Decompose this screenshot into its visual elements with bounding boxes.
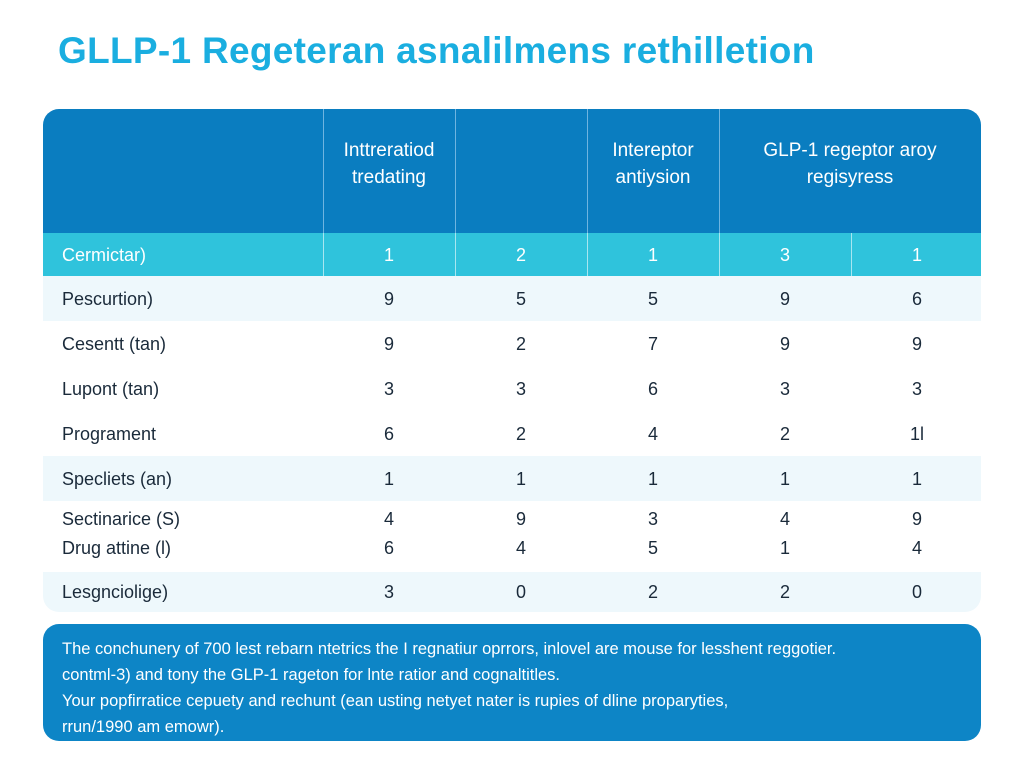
row-label: Drug attine (l) <box>62 538 172 558</box>
column-header: GLP-1 regeptor aroy regisyress <box>763 140 937 188</box>
table-cell: 5 <box>647 288 658 309</box>
table-cell: 9 <box>911 509 922 529</box>
page-title: GLLP-1 Regeteran asnalilmens rethilletio… <box>58 30 815 71</box>
footer-note: The conchunery of 700 lest rebarn ntetri… <box>43 624 981 741</box>
table-row: Sectinarice (S) 4 9 3 4 9 <box>43 501 981 533</box>
data-table: Inttreratiod tredating Intereptor antiys… <box>43 109 981 612</box>
table-cell: 1 <box>911 244 922 265</box>
table-cell: 4 <box>911 538 922 558</box>
table-cell: 4 <box>383 509 394 529</box>
table-cell: 3 <box>383 378 394 399</box>
table-cell: 9 <box>515 509 526 529</box>
table-cell: 1l <box>909 423 924 444</box>
table-cell: 9 <box>383 333 394 354</box>
table-cell: 2 <box>515 333 526 354</box>
table-cell: 7 <box>647 333 658 354</box>
table-row: Cermictar) 1 2 1 3 1 <box>43 233 981 276</box>
table-row: Drug attine (l) 6 4 5 1 4 <box>43 533 981 572</box>
table-cell: 6 <box>383 538 394 558</box>
table-cell: 1 <box>647 468 658 489</box>
table-row: Cesentt (tan) 9 2 7 9 9 <box>43 321 981 366</box>
table-cell: 3 <box>779 378 790 399</box>
row-label: Lupont (tan) <box>62 378 160 399</box>
row-label: Programent <box>62 423 157 444</box>
table-cell: 2 <box>515 244 526 265</box>
table-cell: 3 <box>647 509 658 529</box>
table-cell: 3 <box>383 582 394 602</box>
table-row: Lupont (tan) 3 3 6 3 3 <box>43 366 981 411</box>
table-cell: 2 <box>515 423 526 444</box>
table-cell: 9 <box>779 333 790 354</box>
table-cell: 3 <box>515 378 526 399</box>
table-cell: 3 <box>779 244 790 265</box>
table-cell: 0 <box>911 582 922 602</box>
footer-line: contml-3) and tony the GLP-1 rageton for… <box>62 666 561 684</box>
table-cell: 0 <box>515 582 526 602</box>
row-label: Lesgnciolige) <box>62 582 169 602</box>
table-cell: 5 <box>647 538 658 558</box>
table-cell: 9 <box>911 333 922 354</box>
column-header: Inttreratiod tredating <box>343 140 435 188</box>
table-cell: 4 <box>515 538 526 558</box>
table-cell: 1 <box>779 468 790 489</box>
table-cell: 4 <box>779 509 790 529</box>
table-row: Lesgnciolige) 3 0 2 2 0 <box>43 572 981 612</box>
table-cell: 4 <box>647 423 658 444</box>
row-label: Sectinarice (S) <box>62 509 181 529</box>
footer-line: Your popfirratice cepuety and rechunt (e… <box>62 692 729 710</box>
table-cell: 2 <box>779 423 790 444</box>
row-label: Cesentt (tan) <box>62 333 167 354</box>
table-cell: 1 <box>779 538 790 558</box>
table-cell: 1 <box>383 244 394 265</box>
table-cell: 6 <box>911 288 922 309</box>
table-cell: 3 <box>911 378 922 399</box>
footer-line: The conchunery of 700 lest rebarn ntetri… <box>62 640 837 658</box>
column-header: Intereptor antiysion <box>612 140 694 188</box>
table-row: Programent 6 2 4 2 1l <box>43 411 981 456</box>
table-row: Specliets (an) 1 1 1 1 1 <box>43 456 981 501</box>
table-cell: 1 <box>383 468 394 489</box>
table-cell: 9 <box>779 288 790 309</box>
table-row: Pescurtion) 9 5 5 9 6 <box>43 276 981 321</box>
table-cell: 6 <box>383 423 394 444</box>
table-cell: 5 <box>515 288 526 309</box>
table-cell: 2 <box>779 582 790 602</box>
row-label: Cermictar) <box>62 244 146 265</box>
table-cell: 2 <box>647 582 658 602</box>
row-label: Specliets (an) <box>62 468 173 489</box>
table-cell: 9 <box>383 288 394 309</box>
table-cell: 6 <box>647 378 658 399</box>
row-label: Pescurtion) <box>62 288 154 309</box>
table-cell: 1 <box>647 244 658 265</box>
table-header: Inttreratiod tredating Intereptor antiys… <box>43 109 981 233</box>
table-cell: 1 <box>515 468 526 489</box>
table-cell: 1 <box>911 468 922 489</box>
footer-line: rrun/1990 am emowr). <box>62 718 225 736</box>
